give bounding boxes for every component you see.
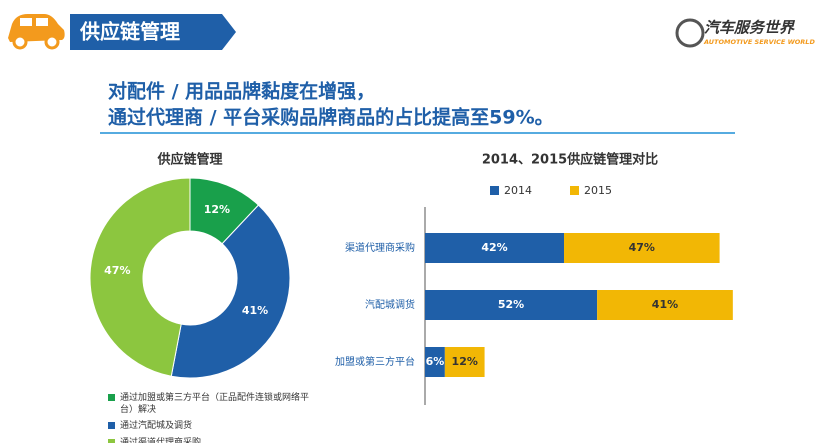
bar [425, 233, 565, 263]
legend-swatch [108, 439, 115, 443]
data-label: 47% [104, 264, 130, 277]
y-tick-label: 渠道代理商采购 [345, 241, 415, 254]
data-label: 52% [498, 298, 524, 311]
legend-label: 通过渠道代理商采购 [120, 438, 202, 443]
logo: 汽车服务世界 AUTOMOTIVE SERVICE WORLD [675, 18, 815, 48]
bar [597, 290, 733, 320]
data-label: 47% [629, 241, 655, 254]
chart-title: 供应链管理 [156, 152, 222, 168]
legend-item: 通过渠道代理商采购 [108, 437, 320, 443]
bar [425, 290, 598, 320]
donut-slice [89, 177, 191, 377]
bar [425, 347, 445, 377]
y-tick-label: 加盟或第三方平台 [335, 355, 415, 368]
chart-title: 2014、2015供应链管理对比 [482, 152, 658, 168]
legend-swatch [108, 394, 115, 401]
headline: 通过代理商 / 平台采购品牌商品的占比提高至59%。 [108, 106, 554, 129]
data-label: 12% [204, 203, 230, 216]
y-tick-label: 汽配城调货 [365, 298, 415, 311]
title-ribbon [70, 14, 236, 50]
data-label: 41% [242, 304, 268, 317]
legend-item: 通过加盟或第三方平台（正品配件连锁或网络平台）解决 [108, 392, 320, 416]
legend-swatch [490, 186, 499, 195]
legend-swatch [108, 422, 115, 429]
car-icon [8, 14, 65, 50]
slide-title: 供应链管理 [79, 20, 180, 44]
headline: 对配件 / 用品品牌黏度在增强， [108, 80, 375, 103]
legend-item: 通过汽配城及调货 [108, 420, 320, 432]
data-label: 42% [481, 241, 507, 254]
data-label: 6% [426, 355, 445, 368]
legend-label: 2014 [504, 184, 532, 197]
legend-label: 通过汽配城及调货 [120, 421, 193, 431]
legend-label: 通过加盟或第三方平台（正品配件连锁或网络平台）解决 [120, 393, 310, 415]
logo-subtitle: AUTOMOTIVE SERVICE WORLD [703, 38, 815, 46]
legend-swatch [570, 186, 579, 195]
legend-label: 2015 [584, 184, 612, 197]
logo-text: 汽车服务世界 [704, 19, 796, 37]
donut-slice [170, 204, 291, 379]
data-label: 12% [452, 355, 478, 368]
bar [444, 347, 485, 377]
data-label: 41% [652, 298, 678, 311]
bar [564, 233, 720, 263]
